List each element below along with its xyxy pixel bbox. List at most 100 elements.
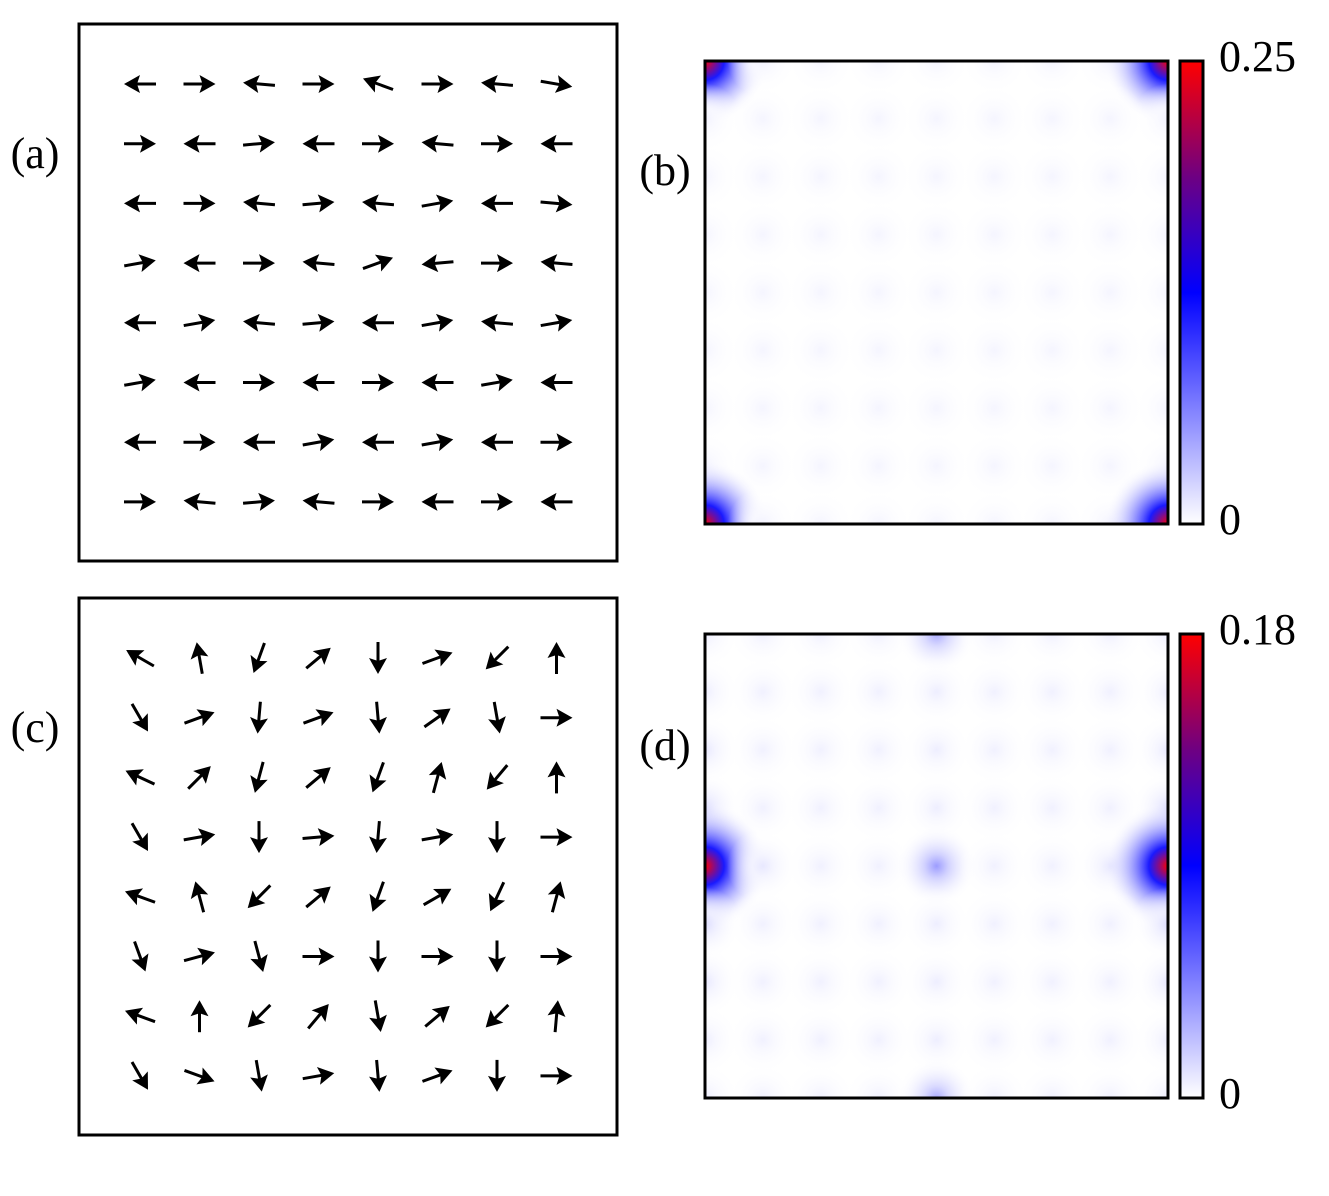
panel-frame: [703, 632, 1170, 1100]
heatmap-cell: [727, 714, 799, 786]
spin-arrow: [131, 940, 149, 972]
heatmap-cell: [1016, 1062, 1088, 1098]
heatmap-cell: [1074, 199, 1146, 270]
spin-arrow: [488, 881, 506, 912]
heatmap-cell: [705, 199, 741, 270]
spin-arrow: [124, 888, 156, 906]
heatmap-cell: [1016, 83, 1088, 155]
heatmap-cell: [959, 372, 1030, 444]
heatmap-cell: [1074, 257, 1146, 328]
spin-arrow: [540, 373, 573, 392]
heatmap-cell: [727, 372, 799, 444]
heatmap-cell: [1104, 460, 1168, 524]
heatmap-cell: [1016, 772, 1088, 844]
spin-arrow: [243, 75, 276, 93]
spin-arrow: [302, 194, 335, 213]
heatmap-cell: [785, 830, 857, 902]
heatmap-cell: [1016, 946, 1088, 1018]
heatmap-cell: [958, 946, 1030, 1018]
spin-arrow: [124, 134, 156, 153]
panel-frame: [703, 59, 1170, 526]
heatmap-cell: [705, 656, 741, 728]
heatmap: [705, 61, 1168, 524]
heatmap-cell: [843, 888, 915, 960]
heatmap-cell: [901, 257, 972, 328]
heatmap-cell: [705, 713, 742, 787]
spin-arrow: [183, 75, 216, 93]
panel-frame: [77, 596, 619, 1137]
heatmap-cell: [785, 888, 857, 960]
heatmap-cell: [843, 257, 914, 328]
heatmap-cell: [900, 772, 973, 844]
heatmap-cell: [843, 199, 914, 270]
spin-arrow: [421, 373, 454, 392]
spin-arrow: [369, 701, 387, 734]
heatmap-cell: [1016, 488, 1088, 524]
spin-arrow: [421, 1067, 453, 1085]
heatmap-cell: [959, 257, 1030, 328]
spin-arrow: [130, 703, 148, 732]
heatmap-cell: [785, 1004, 857, 1076]
spin-arrow: [250, 821, 268, 854]
spin-arrow: [190, 642, 209, 675]
spin-arrow: [183, 313, 216, 332]
spin-arrow: [481, 254, 513, 273]
heatmap-cell: [1074, 888, 1146, 960]
spin-arrow: [547, 1000, 566, 1033]
heatmap-cell: [785, 315, 857, 386]
heatmap-cell: [1016, 1004, 1088, 1076]
heatmap-cell: [1016, 888, 1088, 960]
spin-arrow: [183, 433, 216, 452]
heatmap-cell: [843, 83, 914, 155]
spin-arrow: [183, 492, 216, 511]
heatmap-cell: [705, 1004, 741, 1076]
spin-arrow: [540, 254, 573, 273]
heatmap-cell: [959, 488, 1030, 524]
heatmap-cell: [1074, 141, 1146, 213]
panel-label: (d): [639, 721, 690, 770]
spin-arrow: [540, 75, 573, 93]
spin-arrow: [540, 134, 573, 153]
heatmap-cell: [785, 257, 857, 328]
heatmap-cell: [785, 199, 857, 270]
heatmap-cell: [959, 315, 1030, 386]
heatmap-cell: [1131, 713, 1168, 787]
heatmap-cell: [1016, 372, 1088, 444]
spin-arrow: [126, 650, 155, 668]
heatmap-cell: [843, 656, 915, 728]
panel-label: (a): [11, 129, 60, 178]
spin-arrow: [183, 134, 216, 153]
heatmap-cell: [843, 1062, 915, 1098]
spin-arrow: [369, 642, 387, 674]
spin-arrow: [183, 373, 216, 392]
heatmap-cell: [1074, 656, 1146, 728]
spin-arrow: [124, 492, 156, 511]
heatmap-cell: [785, 83, 857, 155]
spin-arrow: [540, 313, 573, 332]
heatmap-cell: [896, 1058, 977, 1098]
heatmap-cell: [727, 315, 799, 386]
spin-arrow: [302, 75, 335, 93]
heatmap-cell: [843, 61, 914, 97]
heatmap-cell: [958, 634, 1030, 670]
spin-arrow: [421, 313, 454, 332]
spin-arrow: [362, 194, 395, 213]
heatmap-cell: [1074, 83, 1146, 155]
heatmap-cell: [958, 888, 1030, 960]
heatmap-cell: [959, 141, 1030, 213]
heatmap-cell: [901, 430, 972, 502]
spin-arrow: [124, 75, 156, 93]
spin-arrow: [369, 821, 387, 854]
spin-arrow: [305, 767, 331, 789]
spin-arrow: [486, 764, 509, 790]
panel-label: (c): [11, 703, 60, 752]
heatmap-cell: [900, 1004, 973, 1076]
heatmap-cell: [727, 488, 799, 524]
spin-arrow: [302, 313, 335, 332]
heatmap-cell: [959, 61, 1030, 97]
spin-arrow: [123, 373, 156, 392]
heatmap-cell: [785, 430, 857, 502]
spin-arrow: [369, 940, 387, 973]
spin-arrow: [481, 433, 513, 452]
spin-arrow: [187, 766, 211, 790]
